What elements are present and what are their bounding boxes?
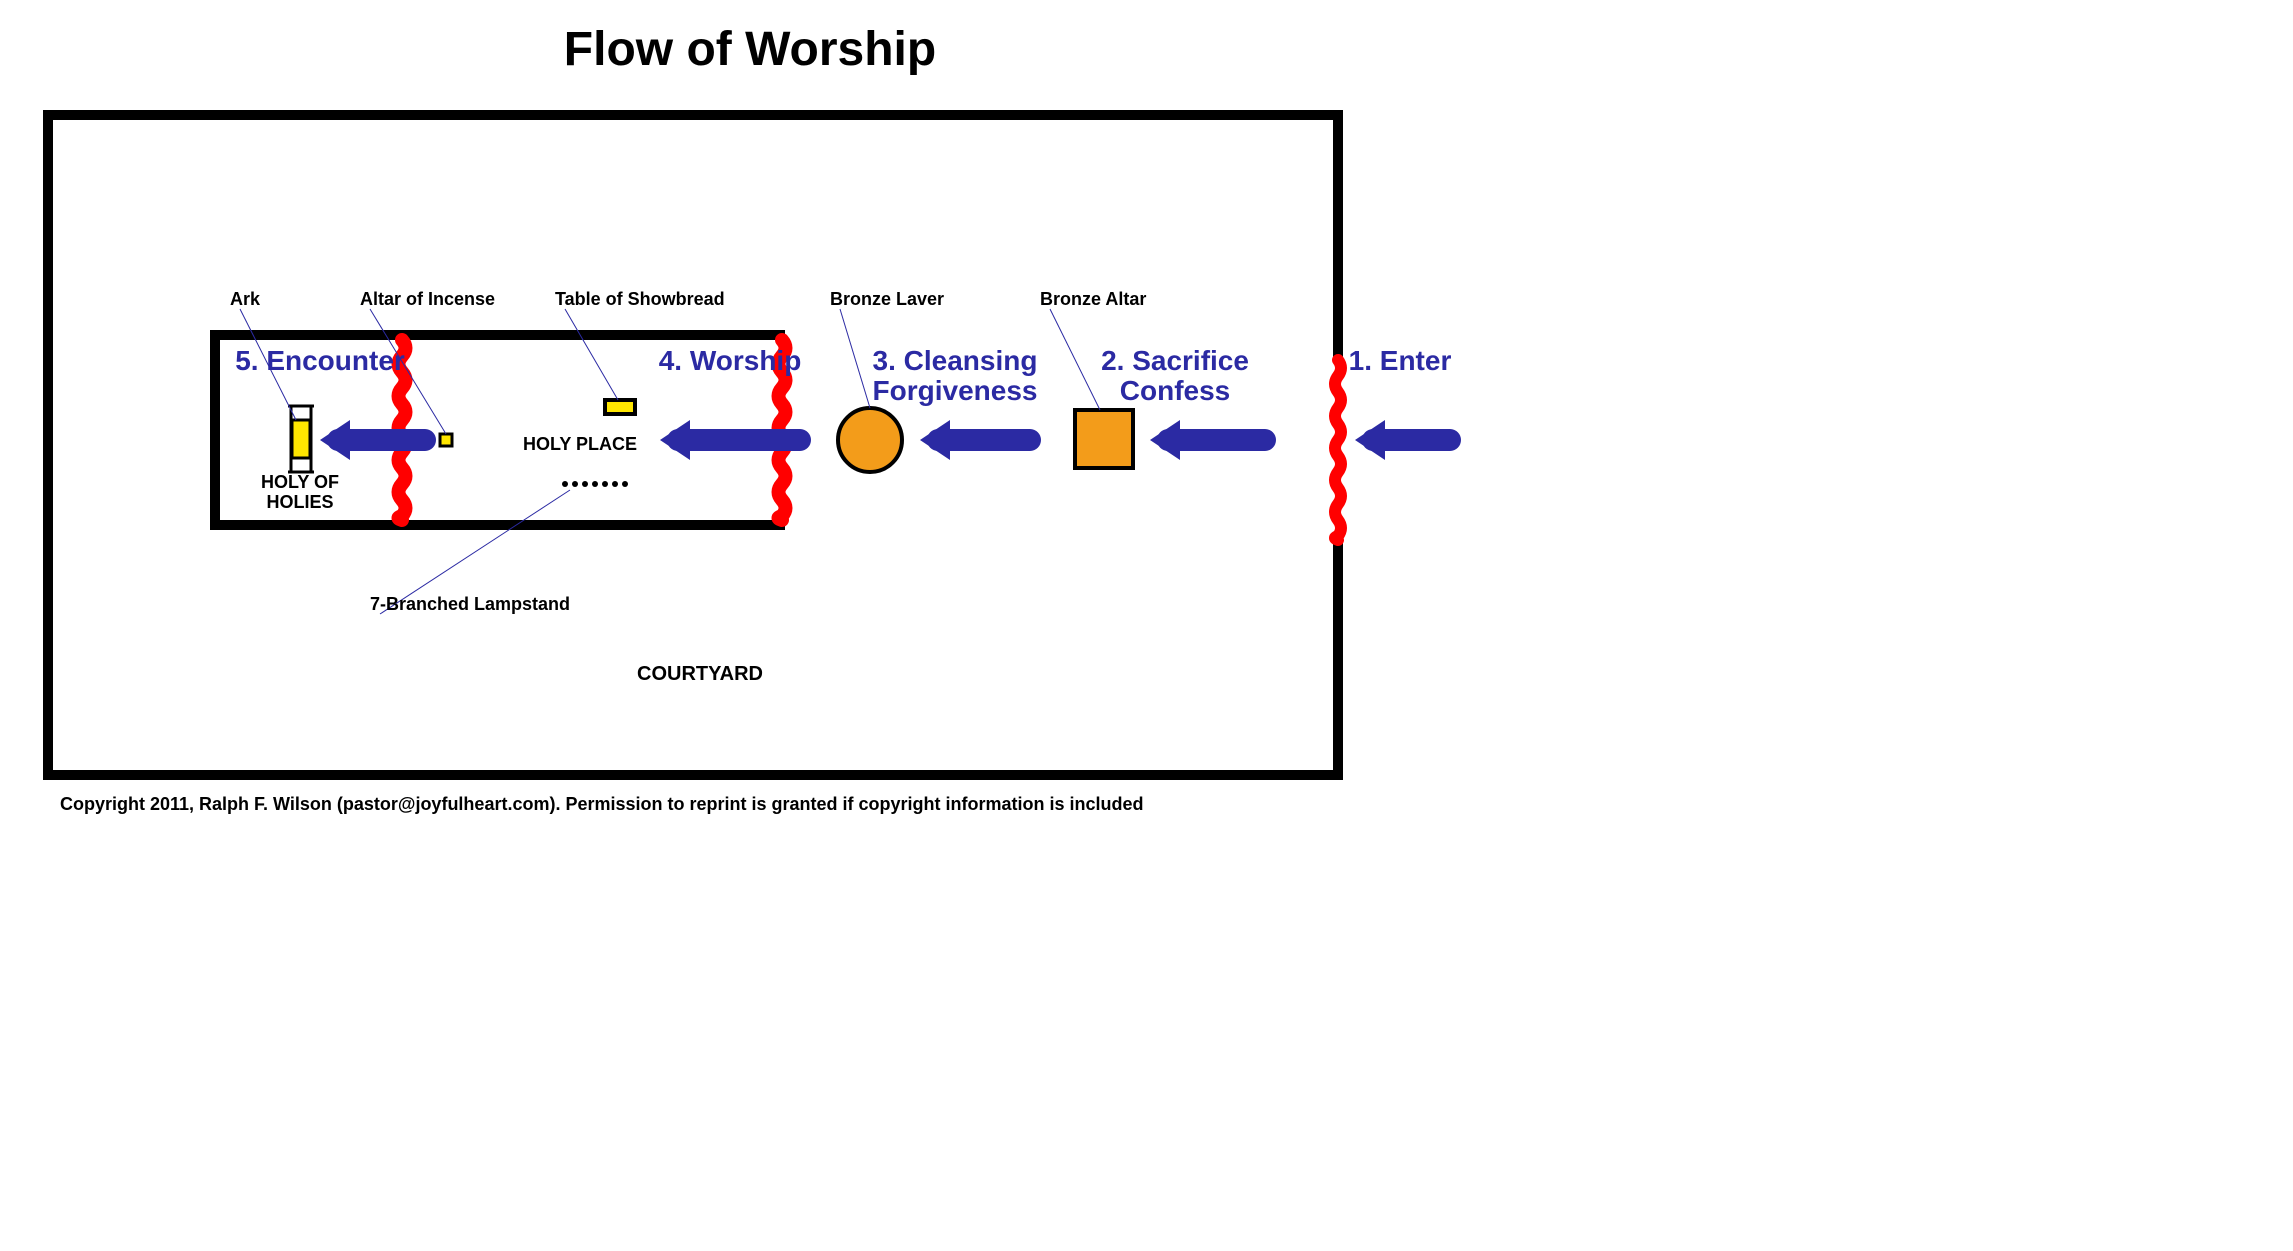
step-label: Confess — [1120, 375, 1230, 406]
callout-line — [840, 309, 870, 408]
callout-label: Table of Showbread — [555, 289, 725, 309]
callout-label: Altar of Incense — [360, 289, 495, 309]
step-label: 4. Worship — [659, 345, 802, 376]
bronze-altar — [1075, 410, 1133, 468]
area-label: HOLIES — [266, 492, 333, 512]
step-label: 1. Enter — [1349, 345, 1452, 376]
copyright-text: Copyright 2011, Ralph F. Wilson (pastor@… — [60, 794, 1144, 814]
callout-label: 7-Branched Lampstand — [370, 594, 570, 614]
area-label: COURTYARD — [637, 663, 763, 685]
diagram-canvas: Flow of Worship5. Encounter4. Worship3. … — [0, 0, 1500, 818]
area-label: HOLY PLACE — [523, 434, 637, 454]
flow-arrow-head — [660, 420, 690, 460]
table-of-showbread — [605, 400, 635, 414]
lampstand-dot — [602, 481, 608, 487]
courtyard-gate-curtain — [1335, 360, 1341, 540]
step-label: 3. Cleansing — [873, 345, 1038, 376]
page-title: Flow of Worship — [564, 23, 936, 76]
callout-label: Bronze Altar — [1040, 289, 1146, 309]
flow-arrow-head — [1355, 420, 1385, 460]
lampstand-dot — [572, 481, 578, 487]
altar-of-incense — [440, 434, 452, 446]
step-label: Forgiveness — [873, 375, 1038, 406]
lampstand-dot — [612, 481, 618, 487]
callout-line — [1050, 309, 1100, 410]
callout-label: Bronze Laver — [830, 289, 944, 309]
callout-label: Ark — [230, 289, 261, 309]
ark — [292, 420, 310, 458]
flow-arrow-head — [1150, 420, 1180, 460]
area-label: HOLY OF — [261, 472, 339, 492]
step-label: 2. Sacrifice — [1101, 345, 1249, 376]
lampstand-dot — [622, 481, 628, 487]
flow-arrow-head — [920, 420, 950, 460]
lampstand-dot — [582, 481, 588, 487]
lampstand-dot — [562, 481, 568, 487]
lampstand-dot — [592, 481, 598, 487]
callout-line — [565, 309, 618, 400]
bronze-laver — [838, 408, 902, 472]
flow-arrow-head — [320, 420, 350, 460]
